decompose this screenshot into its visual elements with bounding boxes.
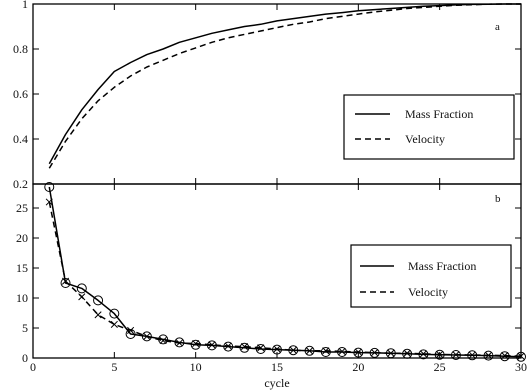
panel-b-tag: b (495, 193, 501, 205)
data-point-b-velocity-23 (419, 350, 427, 358)
x-tick-label-5: 25 (434, 360, 446, 374)
legend-a-label-mass-fraction: Mass Fraction (405, 107, 473, 121)
x-tick-label-4: 20 (352, 360, 364, 374)
legend-b: Mass Fraction Velocity (350, 244, 512, 308)
data-point-b-mass-fraction-14 (272, 344, 282, 355)
data-point-b-velocity-9 (192, 340, 200, 348)
legend-a-box (343, 94, 515, 160)
legend-b-box (350, 244, 512, 308)
data-point-b-velocity-19 (354, 348, 362, 356)
x-axis-title: cycle (264, 376, 289, 390)
x-tick-label-6: 30 (515, 360, 527, 374)
data-point-b-mass-fraction-27 (483, 350, 494, 361)
data-point-b-velocity-3 (94, 311, 102, 319)
y-tick-label-b-5: 25 (16, 201, 28, 215)
data-point-b-mass-fraction-12 (239, 342, 250, 353)
x-tick-label-0: 0 (30, 360, 36, 374)
data-point-b-velocity-1 (61, 277, 70, 285)
data-point-b-mass-fraction-29 (516, 351, 526, 362)
data-point-b-mass-fraction-6 (141, 331, 152, 342)
y-tick-label-a-0: 0.2 (13, 177, 28, 191)
y-tick-label-b-3: 15 (16, 261, 28, 275)
data-point-b-mass-fraction-5 (125, 329, 136, 339)
data-point-b-velocity-11 (224, 342, 232, 350)
data-point-b-velocity-20 (371, 349, 379, 357)
data-point-b-mass-fraction-1 (60, 278, 71, 288)
legend-b-label-velocity: Velocity (408, 285, 448, 299)
data-point-b-velocity-29 (517, 352, 525, 360)
legend-a-label-velocity: Velocity (405, 132, 445, 146)
data-point-b-mass-fraction-2 (76, 283, 87, 294)
data-point-b-velocity-26 (468, 351, 476, 359)
data-point-b-velocity-5 (127, 326, 135, 334)
data-point-b-velocity-15 (289, 346, 297, 354)
data-point-b-velocity-13 (257, 344, 265, 352)
data-point-b-velocity-4 (110, 320, 118, 328)
data-point-b-velocity-28 (501, 352, 509, 360)
x-tick-label-2: 10 (190, 360, 202, 374)
data-point-b-mass-fraction-17 (320, 347, 331, 357)
legend-a: Mass Fraction Velocity (343, 94, 515, 160)
data-point-b-velocity-12 (240, 343, 249, 351)
data-point-b-mass-fraction-9 (190, 339, 201, 350)
y-tick-label-b-1: 5 (22, 321, 28, 335)
data-point-b-velocity-17 (322, 347, 330, 355)
series-line-b-velocity (48, 201, 522, 357)
y-tick-label-a-2: 0.6 (13, 87, 28, 101)
data-point-b-velocity-8 (175, 339, 183, 347)
data-point-b-mass-fraction-22 (402, 348, 413, 359)
data-point-b-velocity-25 (452, 351, 460, 359)
y-tick-label-b-4: 20 (16, 231, 28, 245)
data-point-b-mass-fraction-13 (255, 344, 266, 354)
series-line-a-velocity (48, 3, 521, 169)
data-point-b-velocity-22 (403, 349, 411, 357)
data-point-b-velocity-21 (387, 349, 395, 357)
legend-b-label-mass-fraction: Mass Fraction (408, 259, 476, 273)
y-tick-label-a-4: 1 (22, 0, 28, 11)
data-point-b-mass-fraction-19 (353, 347, 364, 358)
data-point-b-velocity-10 (208, 341, 216, 349)
data-point-b-mass-fraction-8 (174, 337, 185, 348)
series-line-a-mass-fraction (48, 3, 521, 165)
data-point-b-mass-fraction-3 (93, 295, 104, 306)
data-point-b-velocity-7 (159, 337, 167, 345)
y-tick-label-b-2: 10 (16, 291, 28, 305)
y-tick-label-b-0: 0 (22, 351, 28, 365)
data-point-b-velocity-16 (305, 347, 314, 355)
panel-a-tag: a (495, 21, 500, 33)
y-tick-label-a-1: 0.4 (13, 132, 28, 146)
data-point-b-mass-fraction-11 (223, 341, 234, 352)
y-tick-label-a-3: 0.8 (13, 42, 28, 56)
data-point-b-velocity-27 (484, 351, 493, 359)
data-point-b-velocity-6 (143, 332, 151, 340)
data-point-b-velocity-0 (45, 198, 53, 206)
data-point-b-velocity-2 (78, 293, 86, 301)
x-tick-label-3: 15 (271, 360, 283, 374)
x-tick-label-1: 5 (111, 360, 117, 374)
data-point-b-mass-fraction-0 (44, 182, 55, 192)
data-point-b-velocity-18 (338, 347, 346, 355)
data-point-b-mass-fraction-4 (109, 308, 120, 319)
data-point-b-velocity-24 (436, 350, 444, 358)
data-point-b-velocity-14 (273, 345, 281, 353)
